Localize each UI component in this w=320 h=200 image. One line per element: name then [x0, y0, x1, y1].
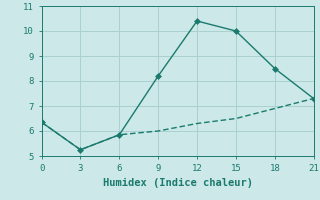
X-axis label: Humidex (Indice chaleur): Humidex (Indice chaleur)	[103, 178, 252, 188]
